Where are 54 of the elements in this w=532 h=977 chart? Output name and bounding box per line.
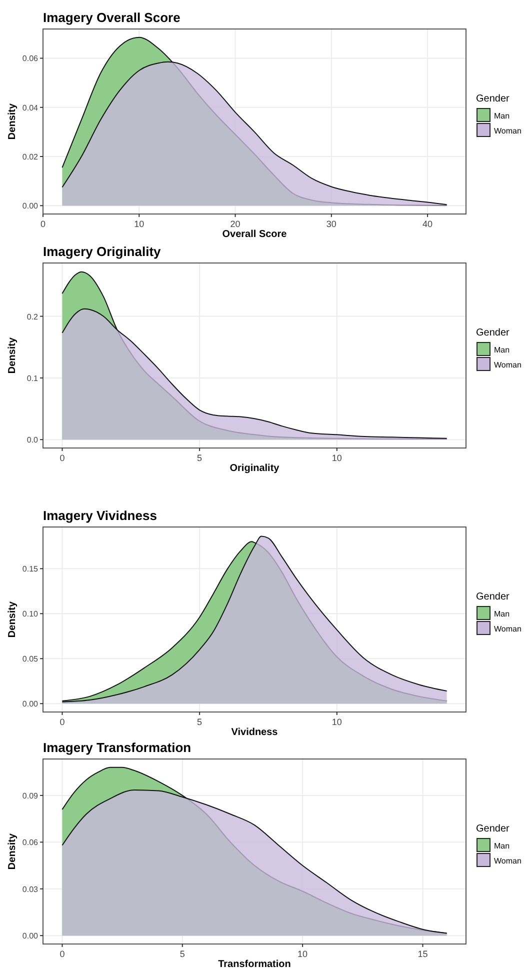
- x-axis-title: Overall Score: [222, 229, 288, 240]
- x-tick-label: 5: [197, 453, 202, 463]
- y-axis-title: Density: [7, 337, 18, 374]
- legend-title: Gender: [476, 328, 510, 338]
- x-tick-label: 5: [180, 949, 185, 959]
- x-tick-label: 0: [60, 717, 65, 727]
- x-tick-label: 30: [326, 219, 336, 229]
- y-tick-label: 0.0: [26, 436, 39, 445]
- x-tick-label: 0: [60, 453, 65, 463]
- x-tick-label: 0: [60, 949, 65, 959]
- y-axis-title: Density: [7, 833, 18, 870]
- y-tick-label: 0.00: [22, 932, 39, 941]
- x-axis-title: Originality: [230, 463, 280, 474]
- legend-label: Woman: [494, 856, 522, 866]
- x-tick-label: 20: [230, 219, 240, 229]
- chart-title: Imagery Overall Score: [43, 10, 180, 25]
- x-axis-title: Vividness: [231, 727, 278, 738]
- x-tick-label: 10: [298, 949, 308, 959]
- x-tick-label: 10: [332, 453, 342, 463]
- y-axis-title: Density: [7, 601, 18, 638]
- x-tick-label: 15: [418, 949, 428, 959]
- y-tick-label: 0.00: [22, 700, 39, 709]
- x-tick-label: 5: [197, 717, 202, 727]
- legend-label: Woman: [494, 360, 522, 370]
- legend-label: Man: [494, 112, 510, 120]
- x-axis-title: Transformation: [218, 959, 291, 970]
- y-tick-label: 0.1: [26, 374, 39, 383]
- legend-label: Man: [494, 610, 510, 618]
- legend-label: Woman: [494, 126, 522, 136]
- legend-title: Gender: [476, 592, 510, 602]
- y-tick-label: 0.03: [22, 884, 39, 894]
- legend-title: Gender: [476, 94, 510, 104]
- y-tick-label: 0.02: [22, 152, 39, 162]
- y-tick-label: 0.09: [22, 791, 39, 800]
- y-tick-label: 0.04: [22, 103, 39, 112]
- x-tick-label: 40: [422, 219, 433, 229]
- y-axis-title: Density: [7, 103, 18, 140]
- chart-title: Imagery Originality: [43, 244, 162, 259]
- y-tick-label: 0.10: [22, 610, 39, 619]
- y-tick-label: 0.15: [22, 564, 39, 574]
- y-tick-label: 0.00: [22, 202, 39, 211]
- legend-title: Gender: [476, 824, 510, 834]
- y-tick-label: 0.06: [22, 54, 39, 64]
- chart-title: Imagery Vividness: [43, 508, 157, 523]
- x-tick-label: 10: [332, 717, 342, 727]
- y-tick-label: 0.06: [22, 838, 39, 848]
- x-tick-label: 0: [40, 219, 46, 229]
- legend-label: Man: [494, 346, 510, 354]
- y-tick-label: 0.2: [26, 312, 39, 322]
- x-tick-label: 10: [134, 219, 144, 229]
- y-tick-label: 0.05: [22, 654, 39, 664]
- legend-label: Man: [494, 842, 510, 850]
- chart-title: Imagery Transformation: [43, 740, 192, 755]
- legend-label: Woman: [494, 624, 522, 634]
